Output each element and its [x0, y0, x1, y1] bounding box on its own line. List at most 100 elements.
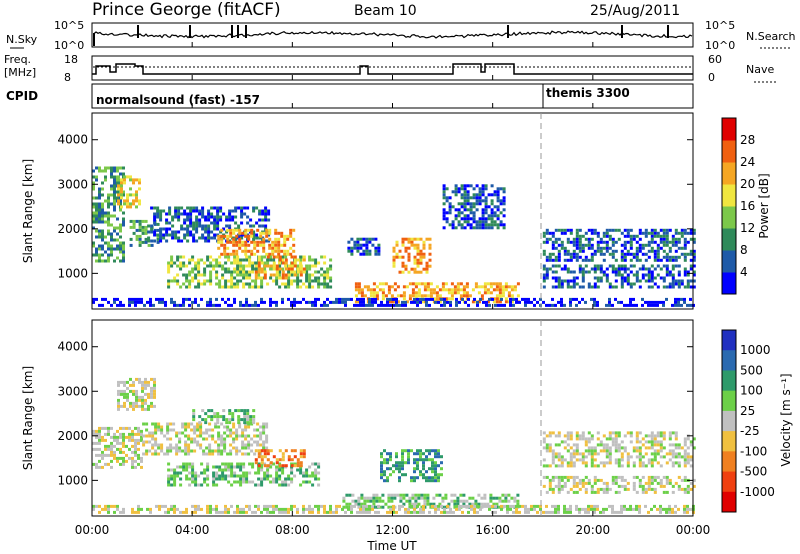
heatmap-cell	[161, 297, 164, 301]
heatmap-cell	[235, 234, 239, 238]
heatmap-cell	[347, 240, 351, 244]
heatmap-cell	[467, 303, 470, 307]
heatmap-cell	[515, 510, 518, 514]
ytick-label: 4000	[57, 133, 88, 147]
heatmap-cell	[490, 220, 494, 224]
heatmap-cell	[623, 478, 627, 482]
heatmap-cell	[215, 297, 218, 301]
heatmap-cell	[278, 267, 282, 271]
heatmap-cell	[308, 255, 312, 259]
heatmap-cell	[110, 202, 113, 206]
heatmap-cell	[632, 297, 635, 301]
heatmap-cell	[481, 214, 485, 218]
heatmap-cell	[584, 255, 588, 259]
heatmap-cell	[98, 259, 101, 263]
heatmap-cell	[542, 464, 546, 468]
heatmap-cell	[677, 264, 681, 268]
heatmap-cell	[257, 471, 261, 475]
heatmap-cell	[401, 504, 404, 508]
heatmap-cell	[122, 244, 125, 248]
heatmap-cell	[248, 270, 252, 274]
heatmap-cell	[454, 184, 458, 188]
heatmap-cell	[132, 222, 136, 226]
heatmap-cell	[203, 270, 207, 274]
heatmap-cell	[377, 303, 380, 307]
heatmap-cell	[251, 264, 255, 268]
heatmap-cell	[560, 475, 564, 479]
heatmap-cell	[314, 300, 317, 304]
heatmap-cell	[653, 300, 656, 304]
heatmap-cell	[560, 282, 564, 286]
heatmap-cell	[302, 449, 306, 453]
heatmap-cell	[311, 285, 315, 289]
heatmap-cell	[692, 228, 696, 232]
heatmap-cell	[383, 470, 386, 474]
heatmap-cell	[113, 196, 116, 200]
heatmap-cell	[605, 243, 609, 247]
heatmap-cell	[422, 255, 426, 259]
heatmap-cell	[263, 507, 266, 511]
heatmap-cell	[242, 303, 245, 307]
heatmap-cell	[354, 300, 358, 304]
heatmap-cell	[569, 452, 573, 456]
heatmap-cell	[404, 264, 408, 268]
heatmap-cell	[656, 452, 660, 456]
heatmap-cell	[122, 190, 125, 194]
heatmap-cell	[110, 459, 113, 463]
heatmap-cell	[440, 467, 443, 471]
nave-label: Nave	[746, 63, 774, 76]
heatmap-cell	[256, 243, 260, 247]
heatmap-cell	[668, 273, 672, 277]
heatmap-cell	[527, 300, 530, 304]
heatmap-cell	[281, 507, 284, 511]
heatmap-cell	[599, 240, 603, 244]
heatmap-cell	[450, 294, 454, 298]
heatmap-cell	[689, 487, 693, 491]
heatmap-cell	[362, 510, 365, 514]
colorbar-swatch	[722, 410, 736, 432]
heatmap-cell	[551, 240, 555, 244]
heatmap-cell	[671, 452, 675, 456]
heatmap-cell	[218, 510, 221, 514]
heatmap-cell	[629, 240, 633, 244]
heatmap-cell	[201, 215, 205, 219]
heatmap-cell	[247, 443, 251, 447]
heatmap-cell	[122, 462, 125, 466]
heatmap-cell	[216, 218, 220, 222]
heatmap-cell	[257, 455, 261, 459]
heatmap-cell	[290, 504, 293, 508]
heatmap-cell	[189, 233, 193, 237]
heatmap-cell	[215, 477, 219, 481]
heatmap-cell	[440, 303, 443, 307]
heatmap-cell	[432, 297, 436, 301]
heatmap-cell	[168, 212, 172, 216]
heatmap-cell	[314, 258, 318, 262]
heatmap-cell	[141, 383, 144, 387]
heatmap-cell	[213, 215, 217, 219]
heatmap-cell	[107, 256, 110, 260]
heatmap-cell	[437, 449, 440, 453]
heatmap-cell	[264, 215, 268, 219]
colorbar-tick-label: 12	[740, 221, 755, 235]
heatmap-cell	[151, 437, 155, 441]
heatmap-cell	[662, 490, 666, 494]
heatmap-cell	[296, 273, 300, 277]
heatmap-cell	[686, 303, 689, 307]
heatmap-cell	[374, 252, 378, 256]
heatmap-cell	[320, 267, 324, 271]
heatmap-cell	[158, 297, 161, 301]
heatmap-cell	[354, 285, 358, 289]
heatmap-cell	[683, 237, 687, 241]
heatmap-cell	[141, 389, 144, 393]
heatmap-cell	[350, 246, 354, 250]
heatmap-cell	[173, 468, 177, 472]
heatmap-cell	[563, 458, 567, 462]
heatmap-cell	[584, 258, 588, 262]
heatmap-cell	[419, 300, 422, 304]
heatmap-cell	[293, 300, 296, 304]
heatmap-cell	[605, 446, 609, 450]
heatmap-cell	[299, 452, 303, 456]
heatmap-cell	[689, 507, 692, 511]
heatmap-cell	[357, 505, 361, 509]
heatmap-cell	[153, 386, 156, 390]
